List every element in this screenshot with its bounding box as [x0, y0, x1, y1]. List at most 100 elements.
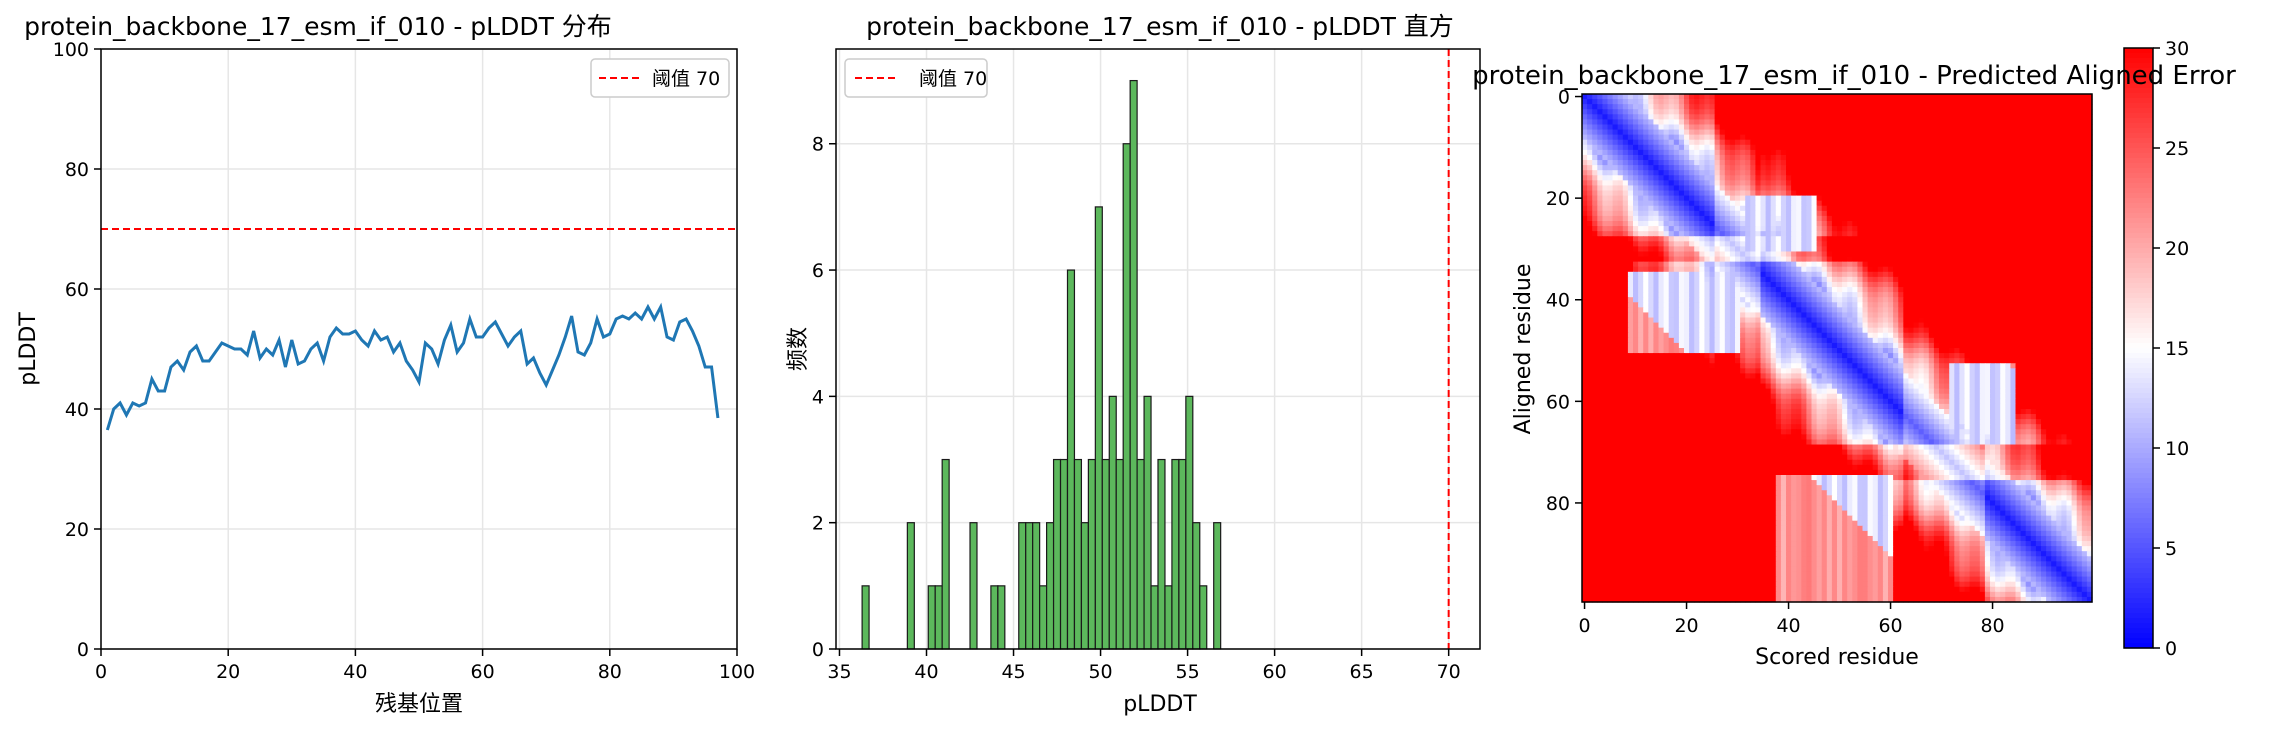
heatmap-cell	[1668, 266, 1675, 273]
heatmap-cell	[1867, 241, 1874, 247]
heatmap-cell	[2046, 322, 2052, 329]
heatmap-cell	[1673, 139, 1680, 146]
histogram-bar	[1032, 522, 1041, 650]
heatmap-cell	[1633, 124, 1639, 131]
heatmap-cell	[1944, 144, 1950, 151]
heatmap-cell	[1893, 134, 1899, 141]
heatmap-cell	[2046, 185, 2052, 192]
heatmap-cell	[1729, 139, 1736, 146]
heatmap-cell	[1979, 205, 1986, 212]
heatmap-cell	[1633, 114, 1639, 120]
heatmap-cell	[1673, 231, 1680, 237]
heatmap-cell	[1816, 337, 1823, 344]
heatmap-cell	[1867, 332, 1874, 339]
heatmap-cell	[1842, 332, 1848, 339]
heatmap-cell	[1847, 332, 1853, 339]
heatmap-cell	[2066, 292, 2073, 298]
heatmap-cell	[1653, 154, 1660, 161]
heatmap-cell	[1867, 195, 1874, 202]
heatmap-cell	[1888, 241, 1894, 247]
heatmap-cell	[2030, 251, 2037, 258]
heatmap-cell	[1990, 312, 1996, 319]
heatmap-cell	[1694, 221, 1700, 227]
heatmap-cell	[1582, 236, 1588, 242]
heatmap-cell	[1622, 236, 1629, 242]
heatmap-cell	[1648, 185, 1654, 192]
heatmap-cell	[2046, 276, 2052, 283]
heatmap-cell	[1617, 109, 1624, 115]
heatmap-cell	[1923, 205, 1930, 212]
heatmap-cell	[1857, 256, 1864, 263]
heatmap-cell	[1903, 175, 1909, 181]
heatmap-cell	[1995, 327, 2001, 334]
heatmap-cell	[1990, 94, 1996, 100]
heatmap-cell	[1648, 241, 1654, 247]
heatmap-cell	[1923, 180, 1930, 187]
heatmap-cell	[1862, 180, 1869, 187]
heatmap-cell	[1617, 215, 1624, 222]
heatmap-cell	[1587, 226, 1593, 232]
heatmap-cell	[1872, 246, 1879, 253]
heatmap-cell	[1709, 144, 1716, 151]
heatmap-cell	[1801, 124, 1807, 131]
heatmap-cell	[1806, 124, 1813, 131]
heatmap-cell	[1939, 332, 1945, 339]
heatmap-cell	[1979, 276, 1986, 283]
heatmap-cell	[1806, 200, 1813, 207]
heatmap-cell	[1903, 124, 1909, 131]
heatmap-cell	[2076, 266, 2083, 273]
heatmap-cell	[1954, 302, 1960, 308]
heatmap-cell	[1928, 165, 1935, 171]
heatmap-cell	[1780, 317, 1787, 324]
heatmap-cell	[1908, 160, 1915, 166]
heatmap-cell	[2066, 236, 2073, 242]
heatmap-cell	[2056, 149, 2062, 156]
heatmap-cell	[2076, 109, 2083, 115]
heatmap-cell	[1760, 281, 1767, 288]
heatmap-cell	[1913, 144, 1920, 151]
heatmap-cell	[1872, 129, 1879, 136]
heatmap-cell	[1714, 297, 1721, 303]
heatmap-cell	[1857, 94, 1864, 100]
heatmap-cell	[1990, 149, 1996, 156]
heatmap-cell	[1791, 241, 1797, 247]
heatmap-cell	[1949, 144, 1955, 151]
heatmap-cell	[1740, 175, 1746, 181]
heatmap-cell	[1689, 185, 1695, 192]
heatmap-cell	[1684, 297, 1690, 303]
heatmap-cell	[1898, 180, 1904, 187]
heatmap-cell	[1893, 109, 1899, 115]
heatmap-cell	[2051, 109, 2057, 115]
heatmap-cell	[1592, 139, 1598, 146]
heatmap-cell	[1806, 170, 1813, 176]
heatmap-cell	[1811, 226, 1818, 232]
heatmap-cell	[1755, 312, 1762, 319]
heatmap-cell	[2066, 124, 2073, 131]
heatmap-cell	[1729, 160, 1736, 166]
heatmap-cell	[1643, 144, 1649, 151]
heatmap-cell	[1643, 210, 1649, 217]
heatmap-cell	[1780, 119, 1787, 126]
heatmap-cell	[1689, 195, 1695, 202]
heatmap-cell	[1898, 94, 1904, 100]
heatmap-cell	[1852, 185, 1858, 192]
heatmap-cell	[1969, 215, 1976, 222]
heatmap-cell	[1602, 276, 1609, 283]
heatmap-cell	[1831, 160, 1838, 166]
heatmap-cell	[2051, 104, 2057, 110]
heatmap-cell	[1928, 109, 1935, 115]
heatmap-cell	[1857, 251, 1864, 258]
heatmap-cell	[2025, 175, 2032, 181]
heatmap-cell	[1612, 251, 1619, 258]
heatmap-cell	[1990, 251, 1996, 258]
heatmap-cell	[1786, 190, 1792, 197]
heatmap-cell	[1908, 236, 1915, 242]
heatmap-cell	[1842, 144, 1848, 151]
heatmap-cell	[1913, 175, 1920, 181]
heatmap-cell	[1933, 185, 1940, 192]
heatmap-cell	[1663, 94, 1670, 100]
heatmap-cell	[1811, 134, 1818, 141]
heatmap-cell	[2005, 139, 2011, 146]
heatmap-cell	[2020, 231, 2027, 237]
heatmap-cell	[1918, 175, 1925, 181]
